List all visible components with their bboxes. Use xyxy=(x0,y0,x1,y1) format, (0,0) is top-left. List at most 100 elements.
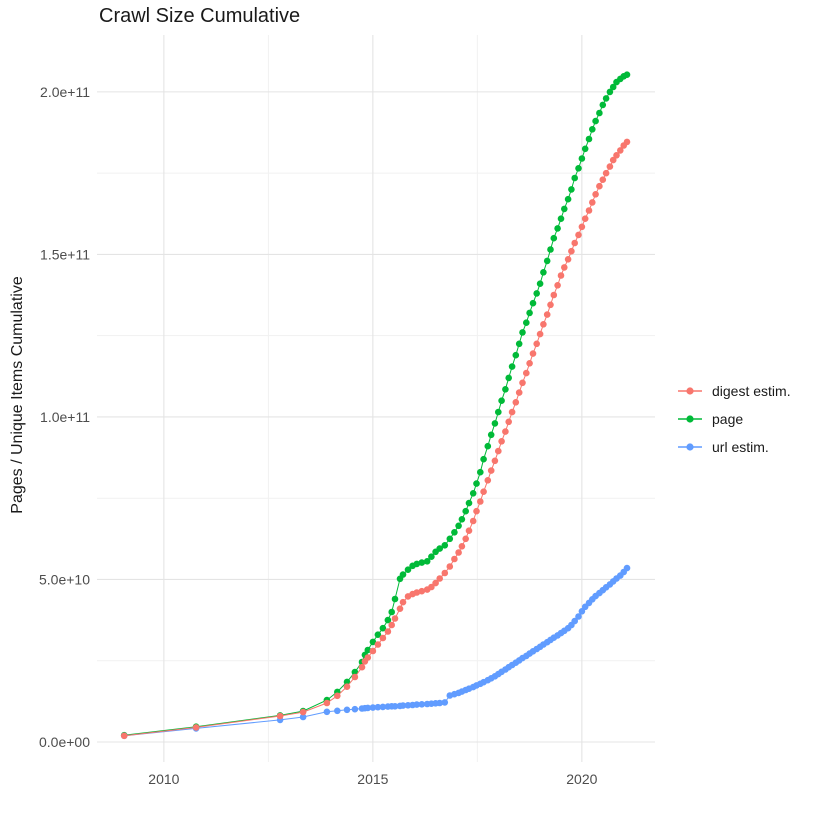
y-tick-label: 5.0e+10 xyxy=(39,571,90,587)
series-layer xyxy=(120,71,631,740)
data-point-page xyxy=(526,309,533,317)
data-point-page xyxy=(351,668,359,676)
data-point-digest-estim- xyxy=(554,282,561,289)
data-point-digest-estim- xyxy=(388,621,396,629)
data-point-digest-estim- xyxy=(446,563,454,570)
data-point-page xyxy=(458,516,466,523)
data-point-page xyxy=(564,195,572,203)
chart-title: Crawl Size Cumulative xyxy=(99,5,301,27)
data-point-digest-estim- xyxy=(343,683,351,690)
data-point-digest-estim- xyxy=(428,583,435,591)
data-point-url-estim- xyxy=(623,564,631,572)
data-point-page xyxy=(343,678,351,686)
data-point-page xyxy=(592,117,599,125)
data-point-page xyxy=(529,299,537,307)
data-point-digest-estim- xyxy=(606,163,614,170)
data-point-page xyxy=(491,420,499,427)
data-point-page xyxy=(418,559,426,566)
data-point-url-estim- xyxy=(418,701,426,708)
data-point-digest-estim- xyxy=(617,147,624,154)
data-point-digest-estim- xyxy=(477,498,484,505)
data-point-digest-estim- xyxy=(391,615,399,622)
data-point-page xyxy=(575,165,582,172)
data-point-page xyxy=(487,431,495,439)
data-point-digest-estim- xyxy=(465,527,473,534)
legend: digest estim. page url estim. xyxy=(677,381,791,456)
data-point-page xyxy=(589,126,596,133)
legend-key-page-icon xyxy=(678,414,702,423)
data-point-page xyxy=(536,280,544,288)
data-point-page xyxy=(599,101,607,109)
data-point-page xyxy=(484,442,492,450)
data-point-page xyxy=(480,455,487,463)
legend-entry-digest-estim: digest estim. xyxy=(677,381,791,400)
data-point-digest-estim- xyxy=(276,712,284,720)
data-point-digest-estim- xyxy=(484,477,492,484)
data-point-digest-estim- xyxy=(451,555,458,563)
data-point-digest-estim- xyxy=(533,340,540,348)
data-point-page xyxy=(571,174,578,182)
data-point-digest-estim- xyxy=(436,575,444,582)
data-point-page xyxy=(508,363,516,370)
data-point-page xyxy=(473,480,480,487)
data-point-digest-estim- xyxy=(523,369,530,377)
data-point-digest-estim- xyxy=(540,321,547,328)
data-point-digest-estim- xyxy=(469,517,477,525)
data-point-digest-estim- xyxy=(508,408,516,416)
data-point-page xyxy=(384,616,392,624)
data-point-digest-estim- xyxy=(498,438,505,445)
axis-tick-labels: 0.0e+00 5.0e+10 1.0e+11 1.5e+11 2.0e+11 2010 2… xyxy=(39,84,598,787)
data-point-page xyxy=(523,319,530,327)
data-point-page xyxy=(423,558,431,565)
data-point-page xyxy=(561,205,568,213)
data-point-page xyxy=(519,329,526,336)
data-point-page xyxy=(446,535,454,543)
data-point-page xyxy=(609,83,617,91)
data-point-digest-estim- xyxy=(364,654,372,661)
data-point-digest-estim- xyxy=(550,291,558,299)
y-axis-title: Pages / Unique Items Cumulative xyxy=(9,276,26,514)
data-point-page xyxy=(374,631,382,638)
data-point-url-estim- xyxy=(441,699,449,706)
data-point-page xyxy=(388,608,396,616)
data-point-digest-estim- xyxy=(578,223,586,231)
data-point-digest-estim- xyxy=(609,156,617,164)
data-point-url-estim- xyxy=(343,706,351,714)
data-point-digest-estim- xyxy=(589,199,596,206)
data-point-page xyxy=(379,624,387,632)
data-point-url-estim- xyxy=(575,613,582,620)
legend-label-url-estim: url estim. xyxy=(712,438,769,455)
data-point-page xyxy=(515,340,523,348)
data-point-digest-estim- xyxy=(568,247,575,255)
data-point-page xyxy=(391,595,399,603)
data-point-digest-estim- xyxy=(458,543,466,550)
data-point-digest-estim- xyxy=(581,215,589,222)
data-point-digest-estim- xyxy=(561,264,568,271)
x-tick-label: 2020 xyxy=(566,771,597,787)
legend-label-page: page xyxy=(712,410,744,427)
data-point-page xyxy=(543,257,551,265)
data-point-digest-estim- xyxy=(323,699,331,707)
data-point-url-estim- xyxy=(436,699,444,707)
data-point-digest-estim- xyxy=(575,231,582,239)
data-point-page xyxy=(404,566,412,573)
data-point-digest-estim- xyxy=(592,191,599,198)
data-point-url-estim- xyxy=(334,707,341,715)
data-point-digest-estim- xyxy=(399,598,407,606)
data-point-digest-estim- xyxy=(358,663,366,671)
data-point-digest-estim- xyxy=(487,467,495,474)
data-point-page xyxy=(557,215,565,222)
data-point-url-estim- xyxy=(413,701,421,708)
data-point-url-estim- xyxy=(374,703,382,711)
data-point-digest-estim- xyxy=(299,708,307,716)
data-point-page xyxy=(462,507,470,515)
data-point-page xyxy=(364,646,372,654)
data-point-digest-estim- xyxy=(432,579,439,587)
data-point-page xyxy=(596,109,603,117)
data-point-digest-estim- xyxy=(547,301,554,309)
data-point-digest-estim- xyxy=(505,418,512,426)
data-point-digest-estim- xyxy=(564,255,572,263)
data-point-digest-estim- xyxy=(599,176,607,183)
